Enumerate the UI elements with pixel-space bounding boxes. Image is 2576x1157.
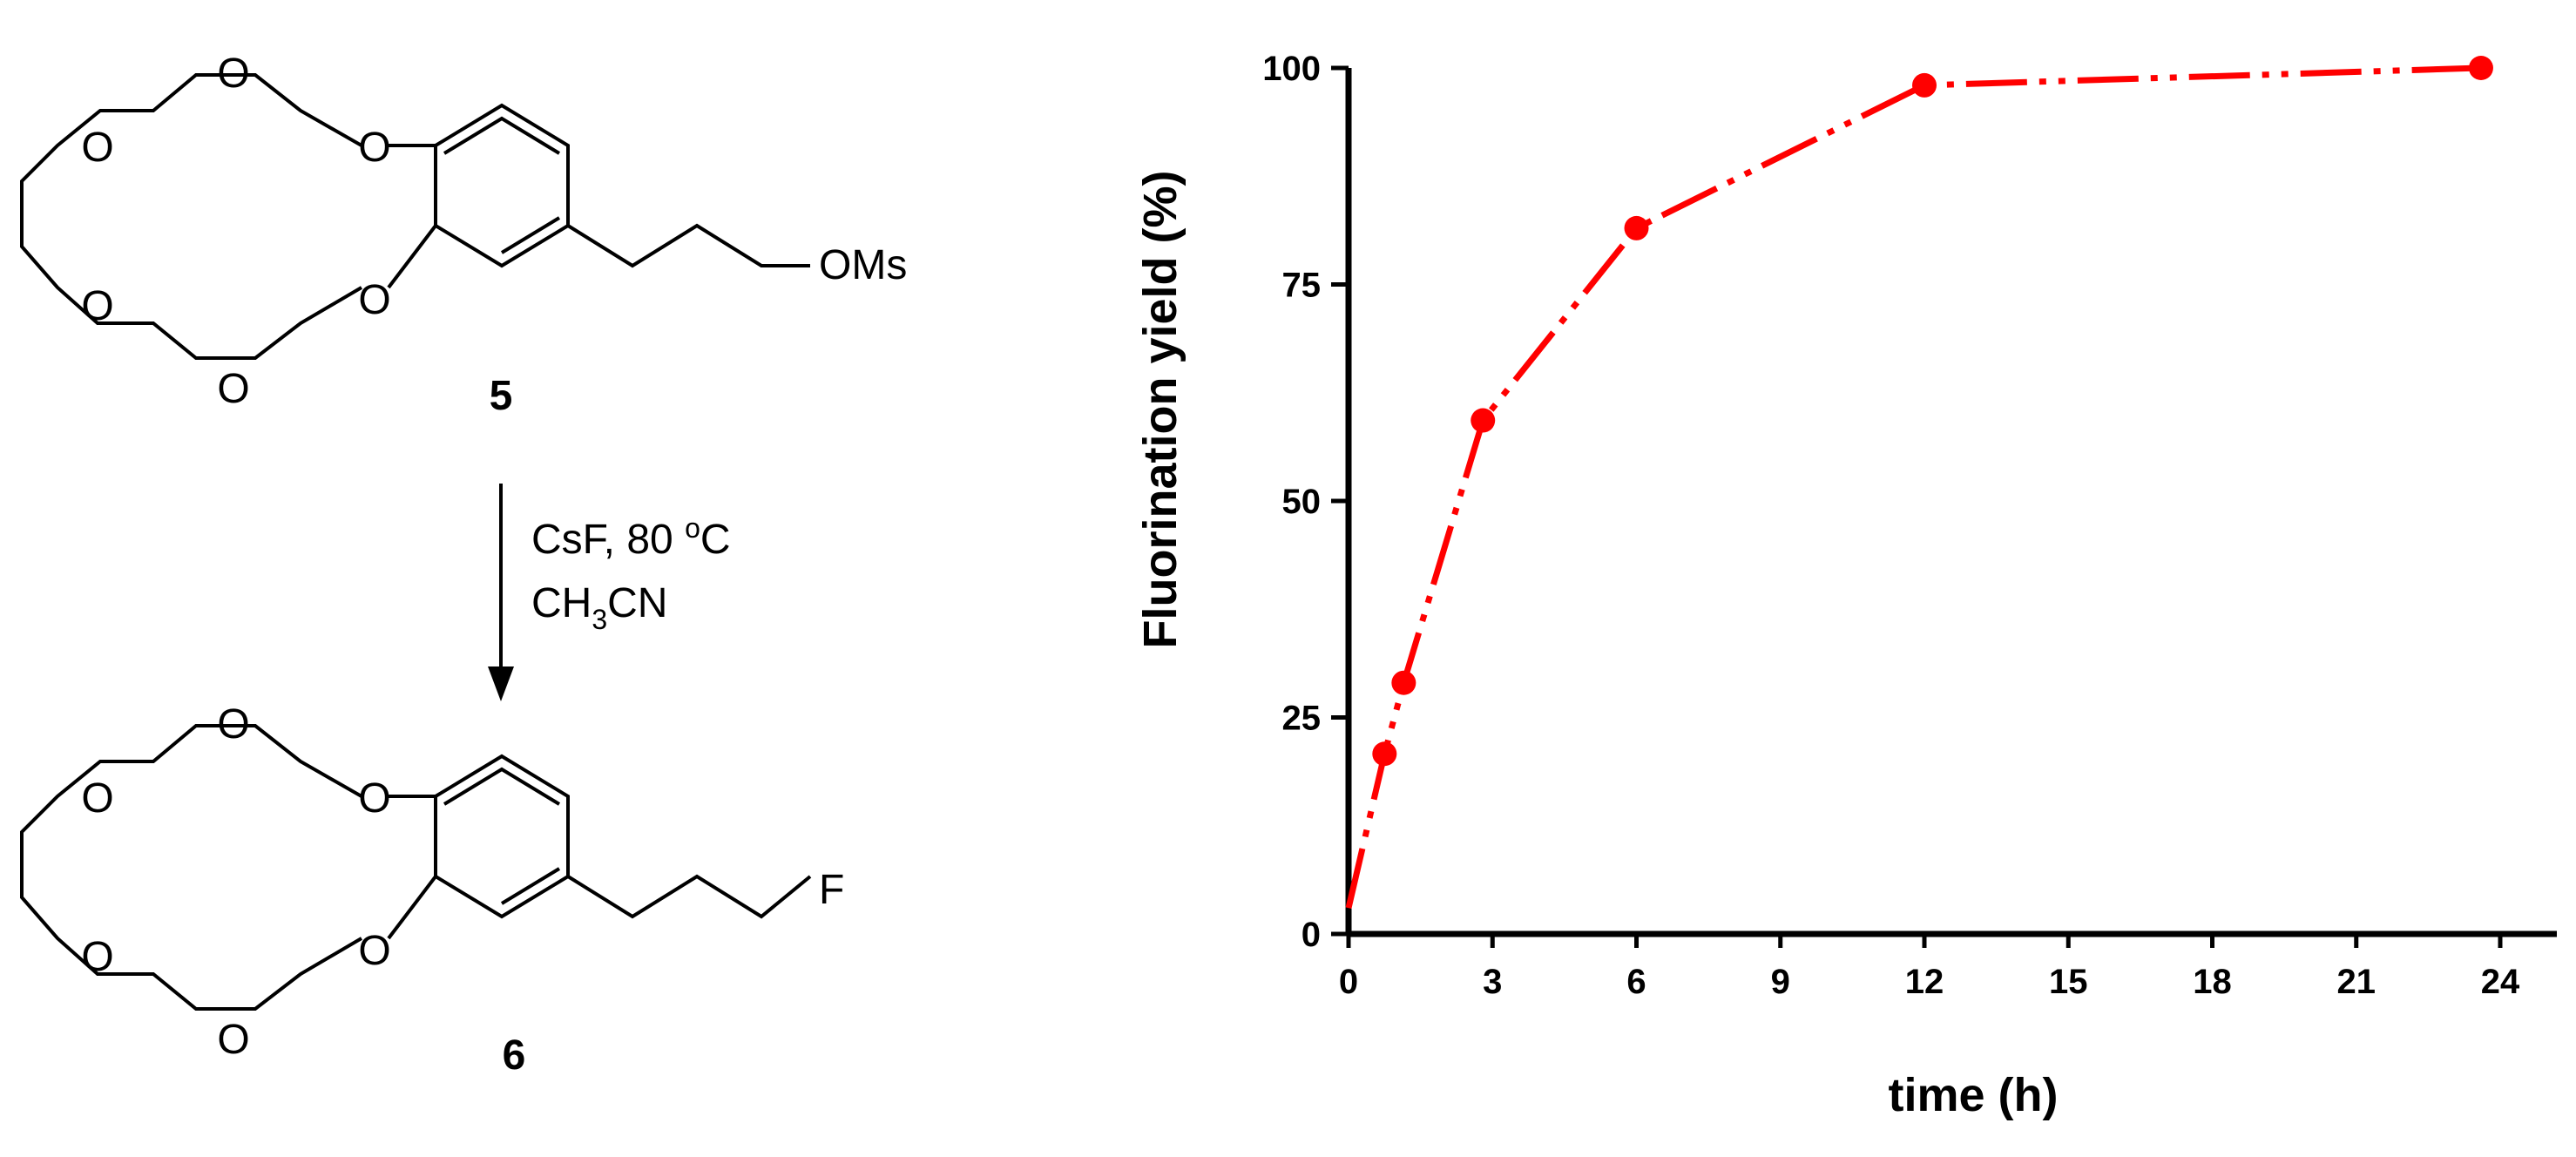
y-tick-label: 50 bbox=[1282, 483, 1322, 521]
oxygen-label: O bbox=[81, 125, 113, 171]
series-line bbox=[1345, 64, 2482, 909]
reagent-text: CsF, 80 oC bbox=[531, 512, 731, 563]
y-tick-label: 25 bbox=[1282, 700, 1322, 738]
oxygen-label: O bbox=[81, 775, 113, 822]
y-tick-label: 0 bbox=[1302, 916, 1321, 954]
x-tick-label: 3 bbox=[1483, 963, 1502, 1001]
data-point bbox=[1624, 215, 1649, 240]
terminal-group: F bbox=[819, 867, 844, 913]
x-tick-label: 21 bbox=[2337, 963, 2377, 1001]
data-point bbox=[2468, 56, 2493, 80]
reaction-conditions: CsF, 80 oC CH3CN bbox=[531, 512, 731, 635]
data-point bbox=[1391, 670, 1416, 695]
oxygen-label: O bbox=[217, 366, 249, 412]
reaction-scheme: O O O O O O OMs 5 CsF, 80 oC CH3CN bbox=[20, 51, 907, 1079]
oxygen-label: O bbox=[217, 1017, 249, 1063]
y-tick-label: 100 bbox=[1262, 50, 1321, 88]
x-tick-label: 0 bbox=[1339, 963, 1358, 1001]
solvent-text: CH3CN bbox=[531, 580, 667, 635]
oxygen-label: O bbox=[358, 928, 390, 974]
oxygen-label: O bbox=[217, 701, 249, 748]
x-tick-label: 24 bbox=[2481, 963, 2520, 1001]
x-tick-label: 15 bbox=[2049, 963, 2088, 1001]
terminal-group: OMs bbox=[819, 242, 907, 288]
compound-number-6: 6 bbox=[503, 1032, 526, 1079]
oxygen-label: O bbox=[358, 775, 390, 822]
chart-axes bbox=[1345, 68, 2557, 937]
x-tick-label: 9 bbox=[1771, 963, 1790, 1001]
data-point bbox=[1372, 741, 1397, 767]
compound-number-5: 5 bbox=[490, 373, 513, 419]
oxygen-label: O bbox=[217, 51, 249, 97]
data-point bbox=[1912, 72, 1937, 98]
y-tick-label: 75 bbox=[1282, 267, 1322, 305]
oxygen-label: O bbox=[81, 283, 113, 329]
compound-5-structure bbox=[20, 73, 810, 360]
x-tick-label: 18 bbox=[2193, 963, 2232, 1001]
x-axis-label: time (h) bbox=[1889, 1069, 2059, 1121]
oxygen-label: O bbox=[358, 277, 390, 323]
oxygen-label: O bbox=[81, 934, 113, 980]
compound-6-atoms: O O O O O O F 6 bbox=[81, 701, 844, 1079]
yield-chart: 0 3 6 9 12 15 18 21 24 0 25 50 75 100 time (h) Fluor… bbox=[1134, 50, 2557, 1121]
compound-6-structure bbox=[20, 724, 812, 1011]
oxygen-label: O bbox=[358, 125, 390, 171]
y-axis-label: Fluorination yield (%) bbox=[1134, 171, 1187, 649]
x-tick-label: 6 bbox=[1626, 963, 1646, 1001]
x-axis-ticks: 0 3 6 9 12 15 18 21 24 bbox=[1339, 934, 2520, 1001]
data-point bbox=[1471, 408, 1496, 433]
data-series bbox=[1345, 56, 2493, 909]
y-axis-ticks: 0 25 50 75 100 bbox=[1262, 50, 1349, 954]
x-tick-label: 12 bbox=[1905, 963, 1944, 1001]
reaction-arrow bbox=[488, 484, 514, 701]
compound-5-atoms: O O O O O O OMs 5 bbox=[81, 51, 907, 419]
